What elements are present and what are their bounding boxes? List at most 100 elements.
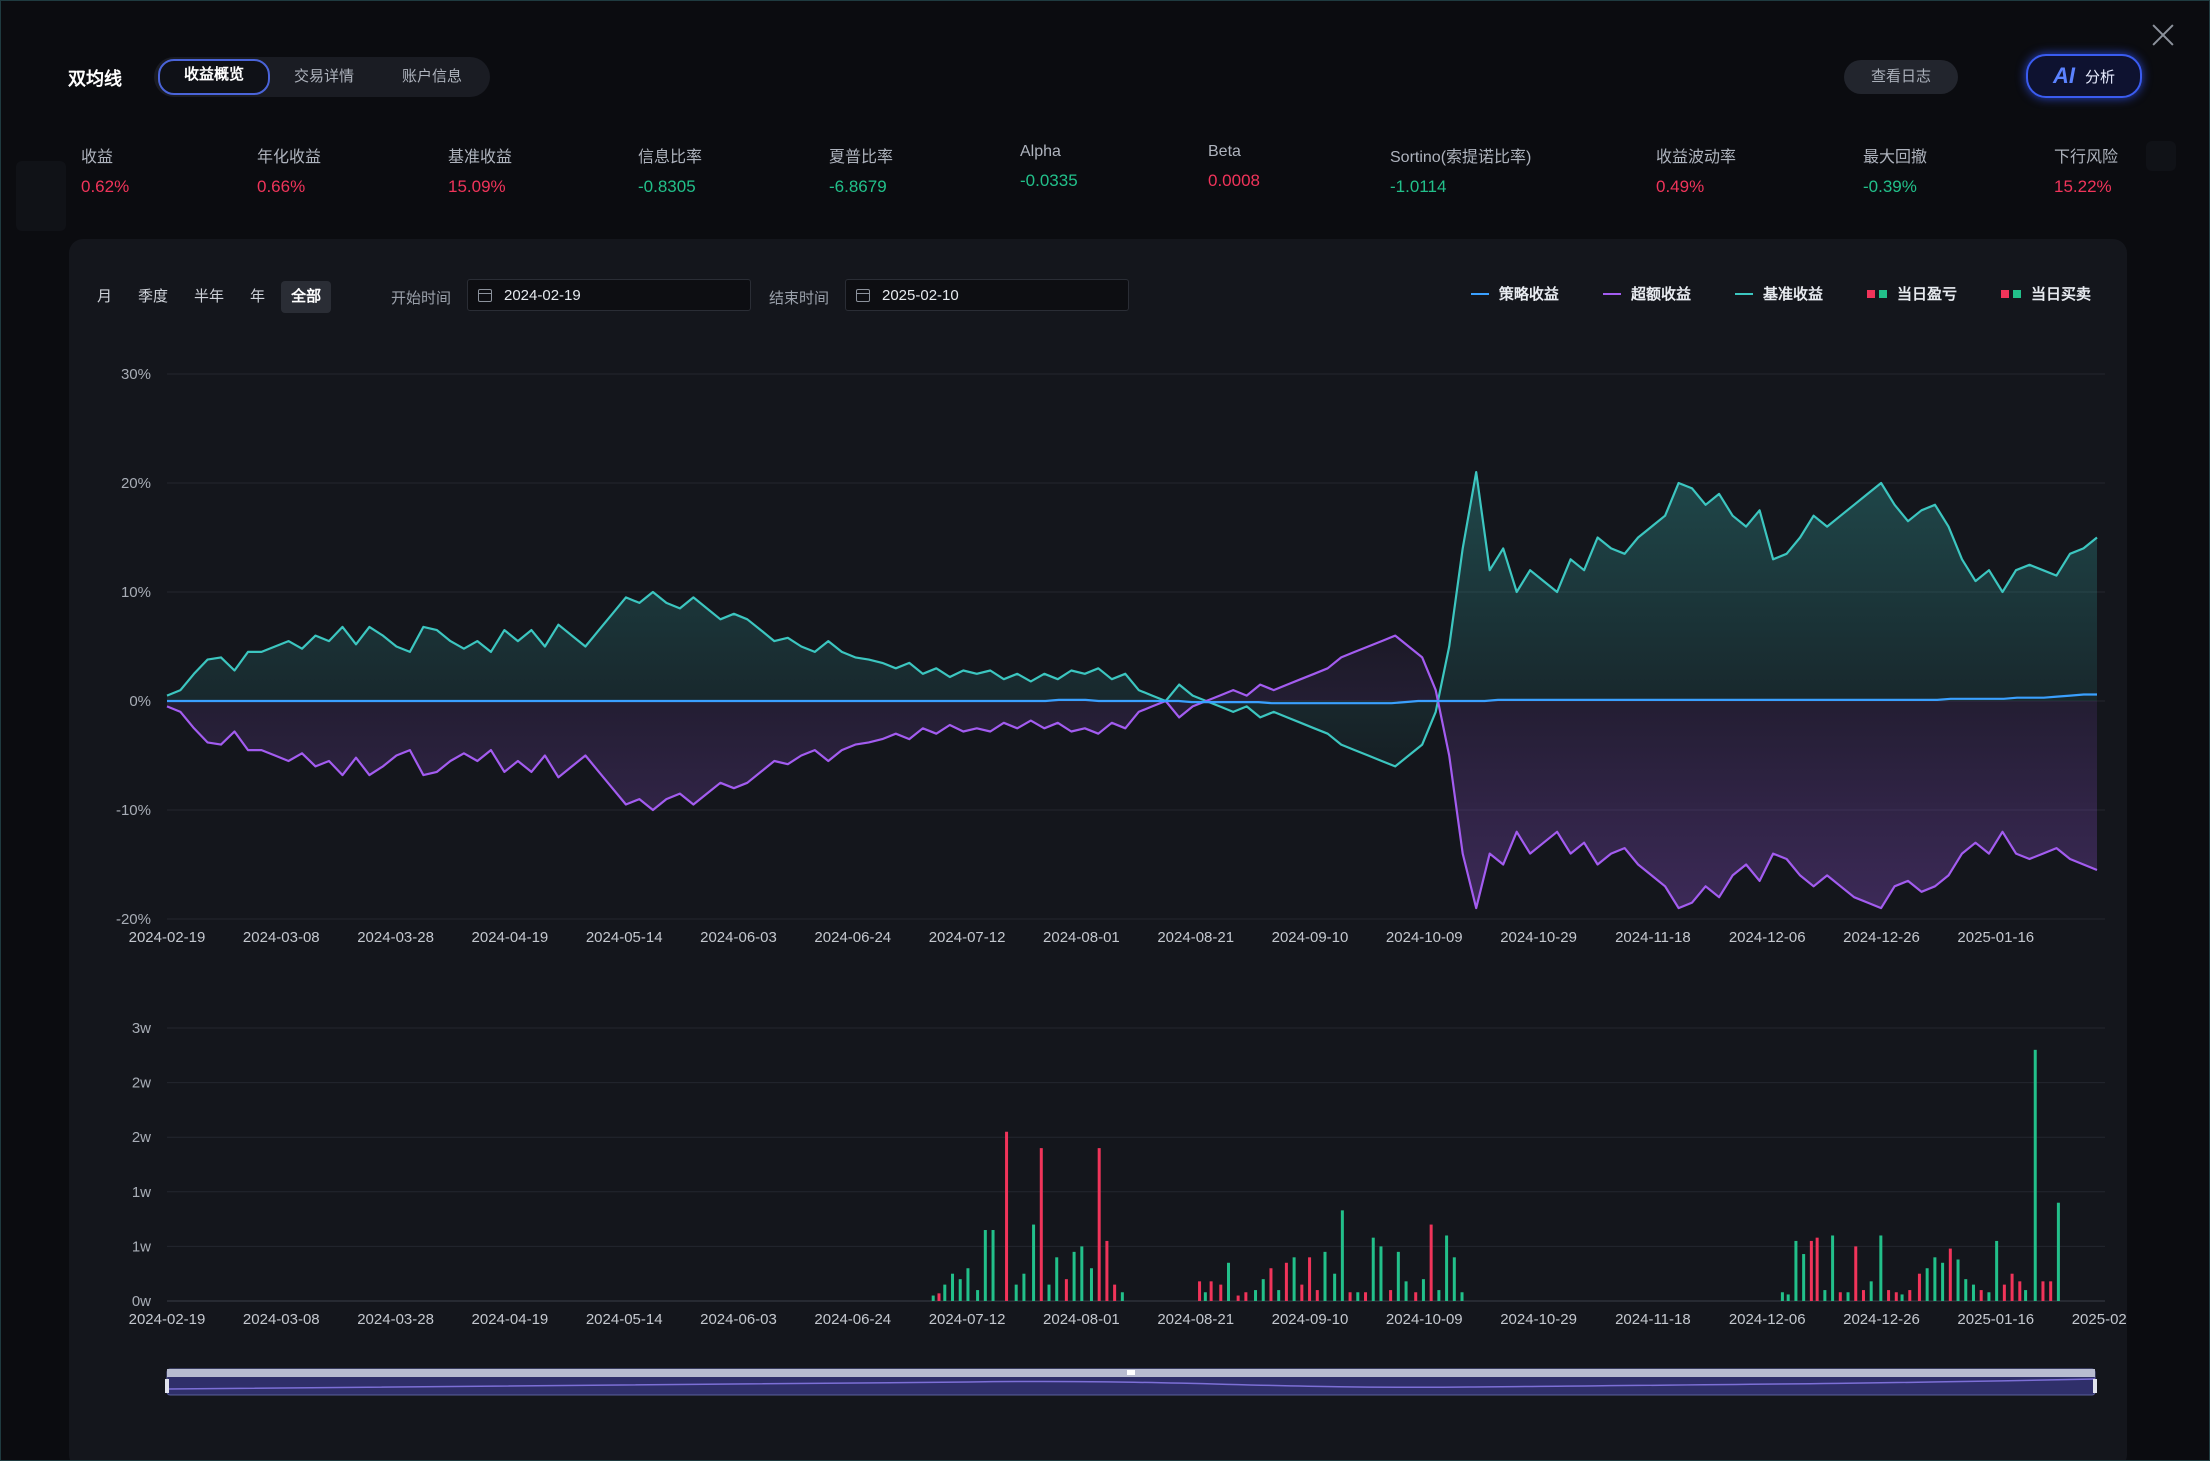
x-tick-label: 2025-01-16 [1957,1311,2034,1328]
stat-value: -0.0335 [1020,171,1078,190]
y-tick-label: 3w [132,1020,151,1037]
end-date-input[interactable] [880,285,1124,305]
legend-excess-return[interactable]: 超额收益 [1602,283,1691,304]
zoom-right-handle [2093,1379,2097,1393]
bar-chart-x-ticks: 2024-02-19 2024-03-08 2024-03-28 2024-04-19… [129,1311,2127,1328]
x-tick-label: 2024-03-28 [357,1311,434,1328]
stat-alpha: Alpha -0.0335 [1020,143,1078,191]
y-tick-label: 10% [121,584,151,601]
y-tick-label: 2w [132,1075,151,1092]
bar [976,1290,980,1301]
bar [1269,1268,1273,1301]
bar [2056,1202,2060,1301]
stat-max-drawdown: 最大回撤 -0.39% [1863,143,1927,197]
stat-sortino: Sortino(索提诺比率) -1.0114 [1390,143,1531,197]
bar [1823,1290,1827,1301]
legend-benchmark-return[interactable]: 基准收益 [1734,283,1823,304]
bar [1869,1281,1873,1301]
start-date-picker[interactable] [467,279,751,311]
bar [1925,1268,1929,1301]
legend-daily-pnl[interactable]: 当日盈亏 [1866,283,1957,304]
bar [1113,1284,1117,1301]
ai-analysis-button[interactable]: AI 分析 [2026,54,2142,98]
bar [1089,1268,1093,1301]
legend-label: 当日买卖 [2030,286,2091,303]
bar [937,1293,941,1301]
bar [1964,1279,1968,1301]
x-tick-label: 2024-04-19 [472,929,549,946]
end-date-picker[interactable] [845,279,1129,311]
period-half-year[interactable]: 半年 [194,288,225,305]
bar [1437,1290,1441,1301]
bar [1900,1294,1904,1301]
bar [2002,1284,2006,1301]
view-log-button[interactable]: 查看日志 [1844,60,1958,94]
start-date-label: 开始时间 [391,290,452,307]
period-quarter[interactable]: 季度 [138,288,169,305]
tab-trade-details[interactable]: 交易详情 [294,68,355,85]
bar [1414,1292,1418,1301]
x-tick-label: 2024-02-19 [129,929,206,946]
bar [1348,1292,1352,1301]
stats-bar: 收益 0.62% 年化收益 0.66% 基准收益 15.09% 信息比率 -0.8305… [1,143,2209,203]
bar [1802,1254,1806,1301]
tab-account-info[interactable]: 账户信息 [402,68,463,85]
legend-daily-trades[interactable]: 当日买卖 [2000,283,2091,304]
stat-value: -6.8679 [829,177,887,196]
bar [2024,1290,2028,1301]
x-tick-label: 2024-03-28 [357,929,434,946]
bar [1956,1259,1960,1301]
series-area [167,635,2097,909]
close-icon[interactable] [2151,23,2175,47]
line-chart-x-ticks: 2024-02-19 2024-03-08 2024-03-28 2024-04-19… [129,929,2035,946]
bar [1292,1257,1296,1301]
start-date-input[interactable] [502,285,746,305]
x-tick-label: 2024-08-21 [1157,929,1234,946]
bar [2049,1281,2053,1301]
bar [951,1273,955,1301]
bar [1948,1248,1952,1301]
bar [1846,1292,1850,1301]
y-tick-label: 2w [132,1129,151,1146]
stat-label: 夏普比率 [829,149,894,166]
bar [1908,1290,1912,1301]
bar [1340,1210,1344,1301]
bar [1219,1284,1223,1301]
legend-strategy-return[interactable]: 策略收益 [1470,283,1559,304]
bar [1064,1279,1068,1301]
data-zoom-slider[interactable] [165,1368,2097,1396]
x-tick-label: 2024-06-24 [814,1311,891,1328]
bar [1421,1279,1425,1301]
legend-swatch [1602,292,1621,295]
bar-chart-y-ticks: 3w 2w 2w 1w 1w 0w [132,1020,151,1310]
y-tick-label: -10% [116,802,151,819]
x-tick-label: 2025-02-10 [2072,1311,2127,1328]
ai-analysis-label: 分析 [2084,68,2115,86]
period-year[interactable]: 年 [250,288,266,305]
bar [1887,1290,1891,1301]
bar [1277,1290,1281,1301]
bar [1838,1292,1842,1301]
x-tick-label: 2024-10-29 [1500,1311,1577,1328]
bar [1300,1284,1304,1301]
bar [1072,1251,1076,1301]
bar [931,1295,935,1301]
x-tick-label: 2024-05-14 [586,929,663,946]
x-tick-label: 2024-08-01 [1043,1311,1120,1328]
stat-value: 0.0008 [1208,171,1260,190]
stat-value: -0.39% [1863,177,1917,196]
stat-label: 信息比率 [638,149,703,166]
bar [1097,1148,1101,1301]
bar [2010,1273,2014,1301]
bar [1933,1257,1937,1301]
x-tick-label: 2024-06-03 [700,929,777,946]
bar [1379,1246,1383,1301]
bar [1356,1292,1360,1301]
tab-overview[interactable]: 收益概览 [158,59,271,95]
period-month[interactable]: 月 [97,288,113,305]
charts-svg: 30% 20% 10% 0% -10% -20% 2024-02-19 2024-03-08… [116,366,2127,1396]
period-all[interactable]: 全部 [281,281,332,313]
x-tick-label: 2024-11-18 [1615,929,1691,946]
x-tick-label: 2024-07-12 [929,1311,1006,1328]
